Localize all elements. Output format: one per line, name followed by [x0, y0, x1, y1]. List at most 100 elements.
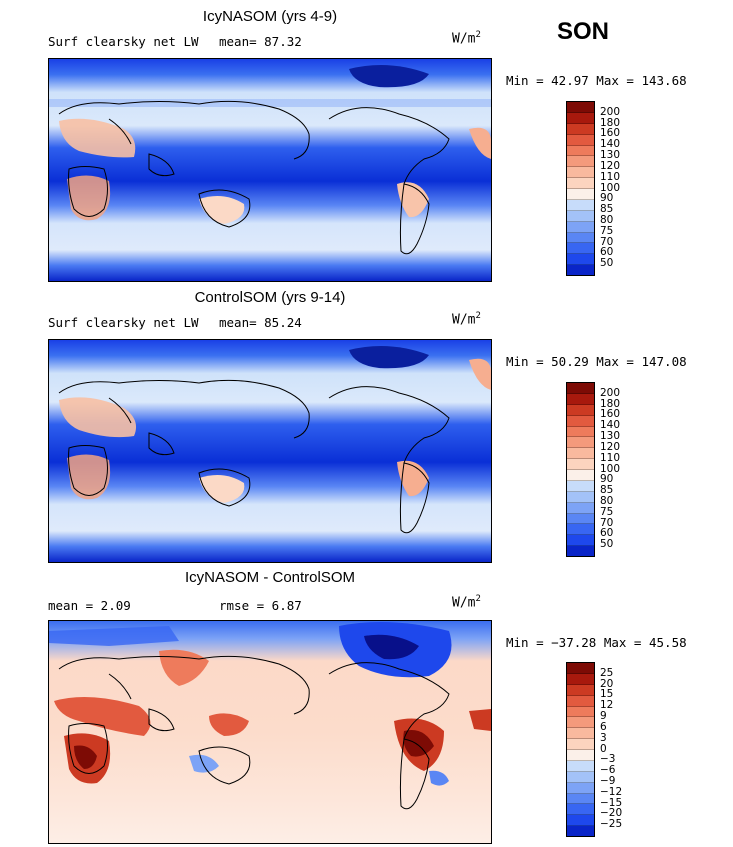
colorbar-swatch [567, 535, 594, 547]
colorbar-tick: 120 [600, 159, 621, 172]
colorbar-tick: −15 [600, 796, 623, 809]
colorbar-swatch [567, 221, 594, 233]
colorbar-swatch [567, 123, 594, 135]
colorbar-tick: −9 [600, 774, 616, 787]
colorbar-swatch [567, 663, 594, 674]
panel-1-title: IcyNASOM (yrs 4-9) [202, 8, 338, 25]
colorbar-swatch [567, 546, 594, 556]
colorbar-tick: 12 [600, 699, 614, 712]
colorbar-tick: 140 [600, 138, 621, 151]
panel-2-variable-label: Surf clearsky net LW [48, 315, 199, 330]
panel-1-map-field [49, 59, 491, 281]
panel-2-mean: mean= 85.24 [219, 315, 302, 330]
colorbar-swatch [567, 771, 594, 783]
colorbar-tick: 90 [600, 192, 614, 205]
colorbar-tick: 100 [600, 181, 621, 194]
colorbar-swatch [567, 695, 594, 707]
panel-2-map [48, 339, 492, 563]
colorbar-tick: 90 [600, 473, 614, 486]
colorbar-tick: 70 [600, 235, 614, 248]
colorbar-swatch [567, 426, 594, 438]
colorbar-swatch [567, 480, 594, 492]
colorbar-swatch [567, 404, 594, 416]
colorbar-tick: 60 [600, 527, 614, 540]
panel-2-colorbar-ticks: 200 180 160 140 130 120 110 100 90 85 80… [600, 382, 640, 555]
colorbar-tick: 60 [600, 246, 614, 259]
panel-1-colorbar-ticks: 200 180 160 140 130 120 110 100 90 85 80… [600, 101, 640, 274]
colorbar-swatch [567, 156, 594, 168]
colorbar-tick: 100 [600, 462, 621, 475]
colorbar-tick: 130 [600, 148, 621, 161]
colorbar-tick: 70 [600, 516, 614, 529]
colorbar-swatch [567, 524, 594, 536]
panel-2-colorbar [566, 382, 595, 557]
colorbar-tick: 75 [600, 505, 614, 518]
panel-2-units: W/m2 [452, 311, 481, 328]
colorbar-swatch [567, 684, 594, 696]
colorbar-swatch [567, 673, 594, 685]
panel-1-variable-label: Surf clearsky net LW [48, 34, 199, 49]
panel-3-mean: mean = 2.09 [48, 598, 131, 613]
colorbar-swatch [567, 793, 594, 805]
colorbar-tick: 80 [600, 494, 614, 507]
colorbar-tick: 3 [600, 731, 607, 744]
colorbar-swatch [567, 210, 594, 222]
panel-1-colorbar [566, 101, 595, 276]
colorbar-swatch [567, 502, 594, 514]
colorbar-tick: 180 [600, 397, 621, 410]
panel-3-minmax: Min = −37.28 Max = 45.58 [506, 635, 687, 650]
colorbar-swatch [567, 243, 594, 255]
panel-3-units: W/m2 [452, 594, 481, 611]
colorbar-tick: −3 [600, 753, 616, 766]
panel-1-minmax: Min = 42.97 Max = 143.68 [506, 73, 687, 88]
panel-3-rmse: rmse = 6.87 [219, 598, 302, 613]
colorbar-swatch [567, 254, 594, 266]
colorbar-swatch [567, 189, 594, 200]
panel-3-colorbar [566, 662, 595, 837]
colorbar-tick: −6 [600, 763, 616, 776]
panel-3-map-field [49, 621, 491, 843]
colorbar-swatch [567, 265, 594, 275]
panel-2-minmax: Min = 50.29 Max = 147.08 [506, 354, 687, 369]
colorbar-swatch [567, 760, 594, 772]
colorbar-swatch [567, 804, 594, 816]
colorbar-tick: 20 [600, 677, 614, 690]
colorbar-swatch [567, 393, 594, 405]
colorbar-tick: 75 [600, 224, 614, 237]
colorbar-swatch [567, 739, 594, 750]
colorbar-tick: 180 [600, 116, 621, 129]
colorbar-swatch [567, 470, 594, 481]
panel-3-title: IcyNASOM - ControlSOM [184, 569, 356, 586]
colorbar-swatch [567, 134, 594, 146]
colorbar-tick: 25 [600, 666, 614, 679]
colorbar-tick: 200 [600, 105, 621, 118]
colorbar-tick: 160 [600, 127, 621, 140]
colorbar-swatch [567, 706, 594, 718]
colorbar-tick: 160 [600, 408, 621, 421]
panel-3-colorbar-ticks: 25 20 15 12 9 6 3 0 −3 −6 −9 −12 −15 −20… [600, 662, 640, 835]
panel-1-mean: mean= 87.32 [219, 34, 302, 49]
colorbar-tick: 130 [600, 429, 621, 442]
colorbar-tick: 110 [600, 170, 621, 183]
colorbar-swatch [567, 717, 594, 729]
colorbar-swatch [567, 459, 594, 470]
colorbar-swatch [567, 750, 594, 761]
colorbar-swatch [567, 782, 594, 794]
colorbar-swatch [567, 448, 594, 460]
colorbar-swatch [567, 437, 594, 449]
colorbar-tick: 120 [600, 440, 621, 453]
colorbar-tick: 80 [600, 213, 614, 226]
colorbar-swatch [567, 102, 594, 113]
panel-3-map [48, 620, 492, 844]
colorbar-swatch [567, 199, 594, 211]
colorbar-swatch [567, 415, 594, 427]
colorbar-tick: 85 [600, 202, 614, 215]
colorbar-tick: 50 [600, 537, 614, 550]
panel-1-units: W/m2 [452, 30, 481, 47]
colorbar-tick: −20 [600, 807, 623, 820]
colorbar-tick: 0 [600, 742, 607, 755]
colorbar-swatch [567, 491, 594, 503]
colorbar-swatch [567, 513, 594, 525]
colorbar-tick: 200 [600, 386, 621, 399]
colorbar-tick: −12 [600, 785, 623, 798]
